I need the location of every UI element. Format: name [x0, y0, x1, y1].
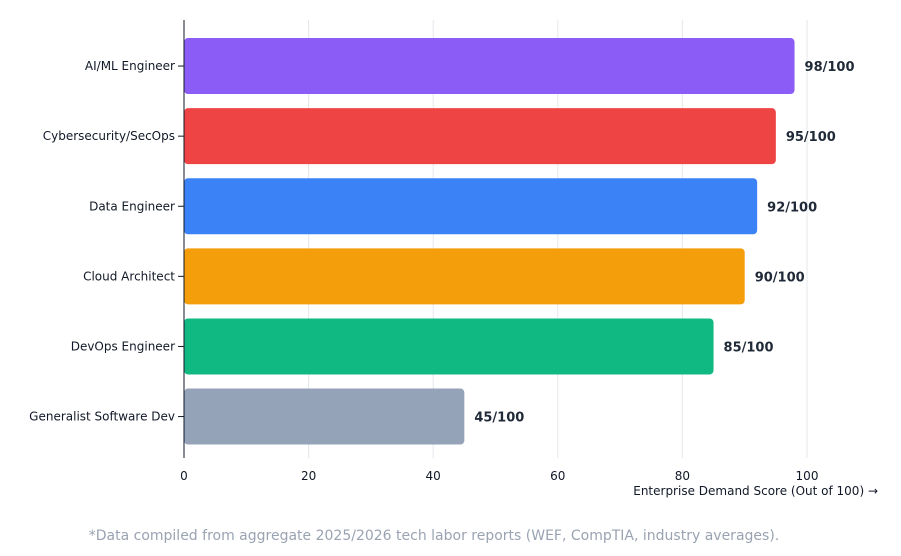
- x-tick-label: 80: [675, 469, 690, 483]
- y-tick-label: Cloud Architect: [83, 269, 175, 283]
- value-label: 92/100: [767, 200, 817, 215]
- x-axis: 0 20 40 60 80 100: [180, 469, 818, 483]
- value-label: 90/100: [755, 270, 805, 285]
- value-label: 95/100: [786, 130, 836, 145]
- bar: [184, 38, 795, 95]
- y-tick-label: Data Engineer: [89, 199, 175, 213]
- bar: [184, 388, 465, 445]
- bar: [184, 318, 714, 375]
- bar-chart: 98/100 95/100 92/100 90/100 85/100 45/100 AI/…: [29, 20, 878, 498]
- y-axis: AI/ML Engineer Cybersecurity/SecOps Data E…: [29, 20, 185, 458]
- x-tick-label: 0: [180, 469, 188, 483]
- y-tick-label: AI/ML Engineer: [85, 59, 175, 73]
- y-tick-label: DevOps Engineer: [71, 339, 175, 353]
- x-tick-label: 100: [796, 469, 819, 483]
- x-tick-label: 60: [550, 469, 565, 483]
- footnote: *Data compiled from aggregate 2025/2026 …: [88, 528, 780, 544]
- value-label: 85/100: [724, 340, 774, 355]
- value-label: 45/100: [474, 411, 524, 426]
- x-axis-label: Enterprise Demand Score (Out of 100) →: [633, 484, 878, 498]
- y-tick-label: Cybersecurity/SecOps: [43, 129, 175, 143]
- bar: [184, 108, 776, 165]
- x-tick-label: 20: [301, 469, 316, 483]
- bar: [184, 248, 745, 305]
- y-tick-label: Generalist Software Dev: [29, 410, 175, 424]
- value-label: 98/100: [805, 60, 855, 75]
- bar: [184, 178, 758, 235]
- x-tick-label: 40: [426, 469, 441, 483]
- bars: 98/100 95/100 92/100 90/100 85/100 45/100: [184, 38, 855, 445]
